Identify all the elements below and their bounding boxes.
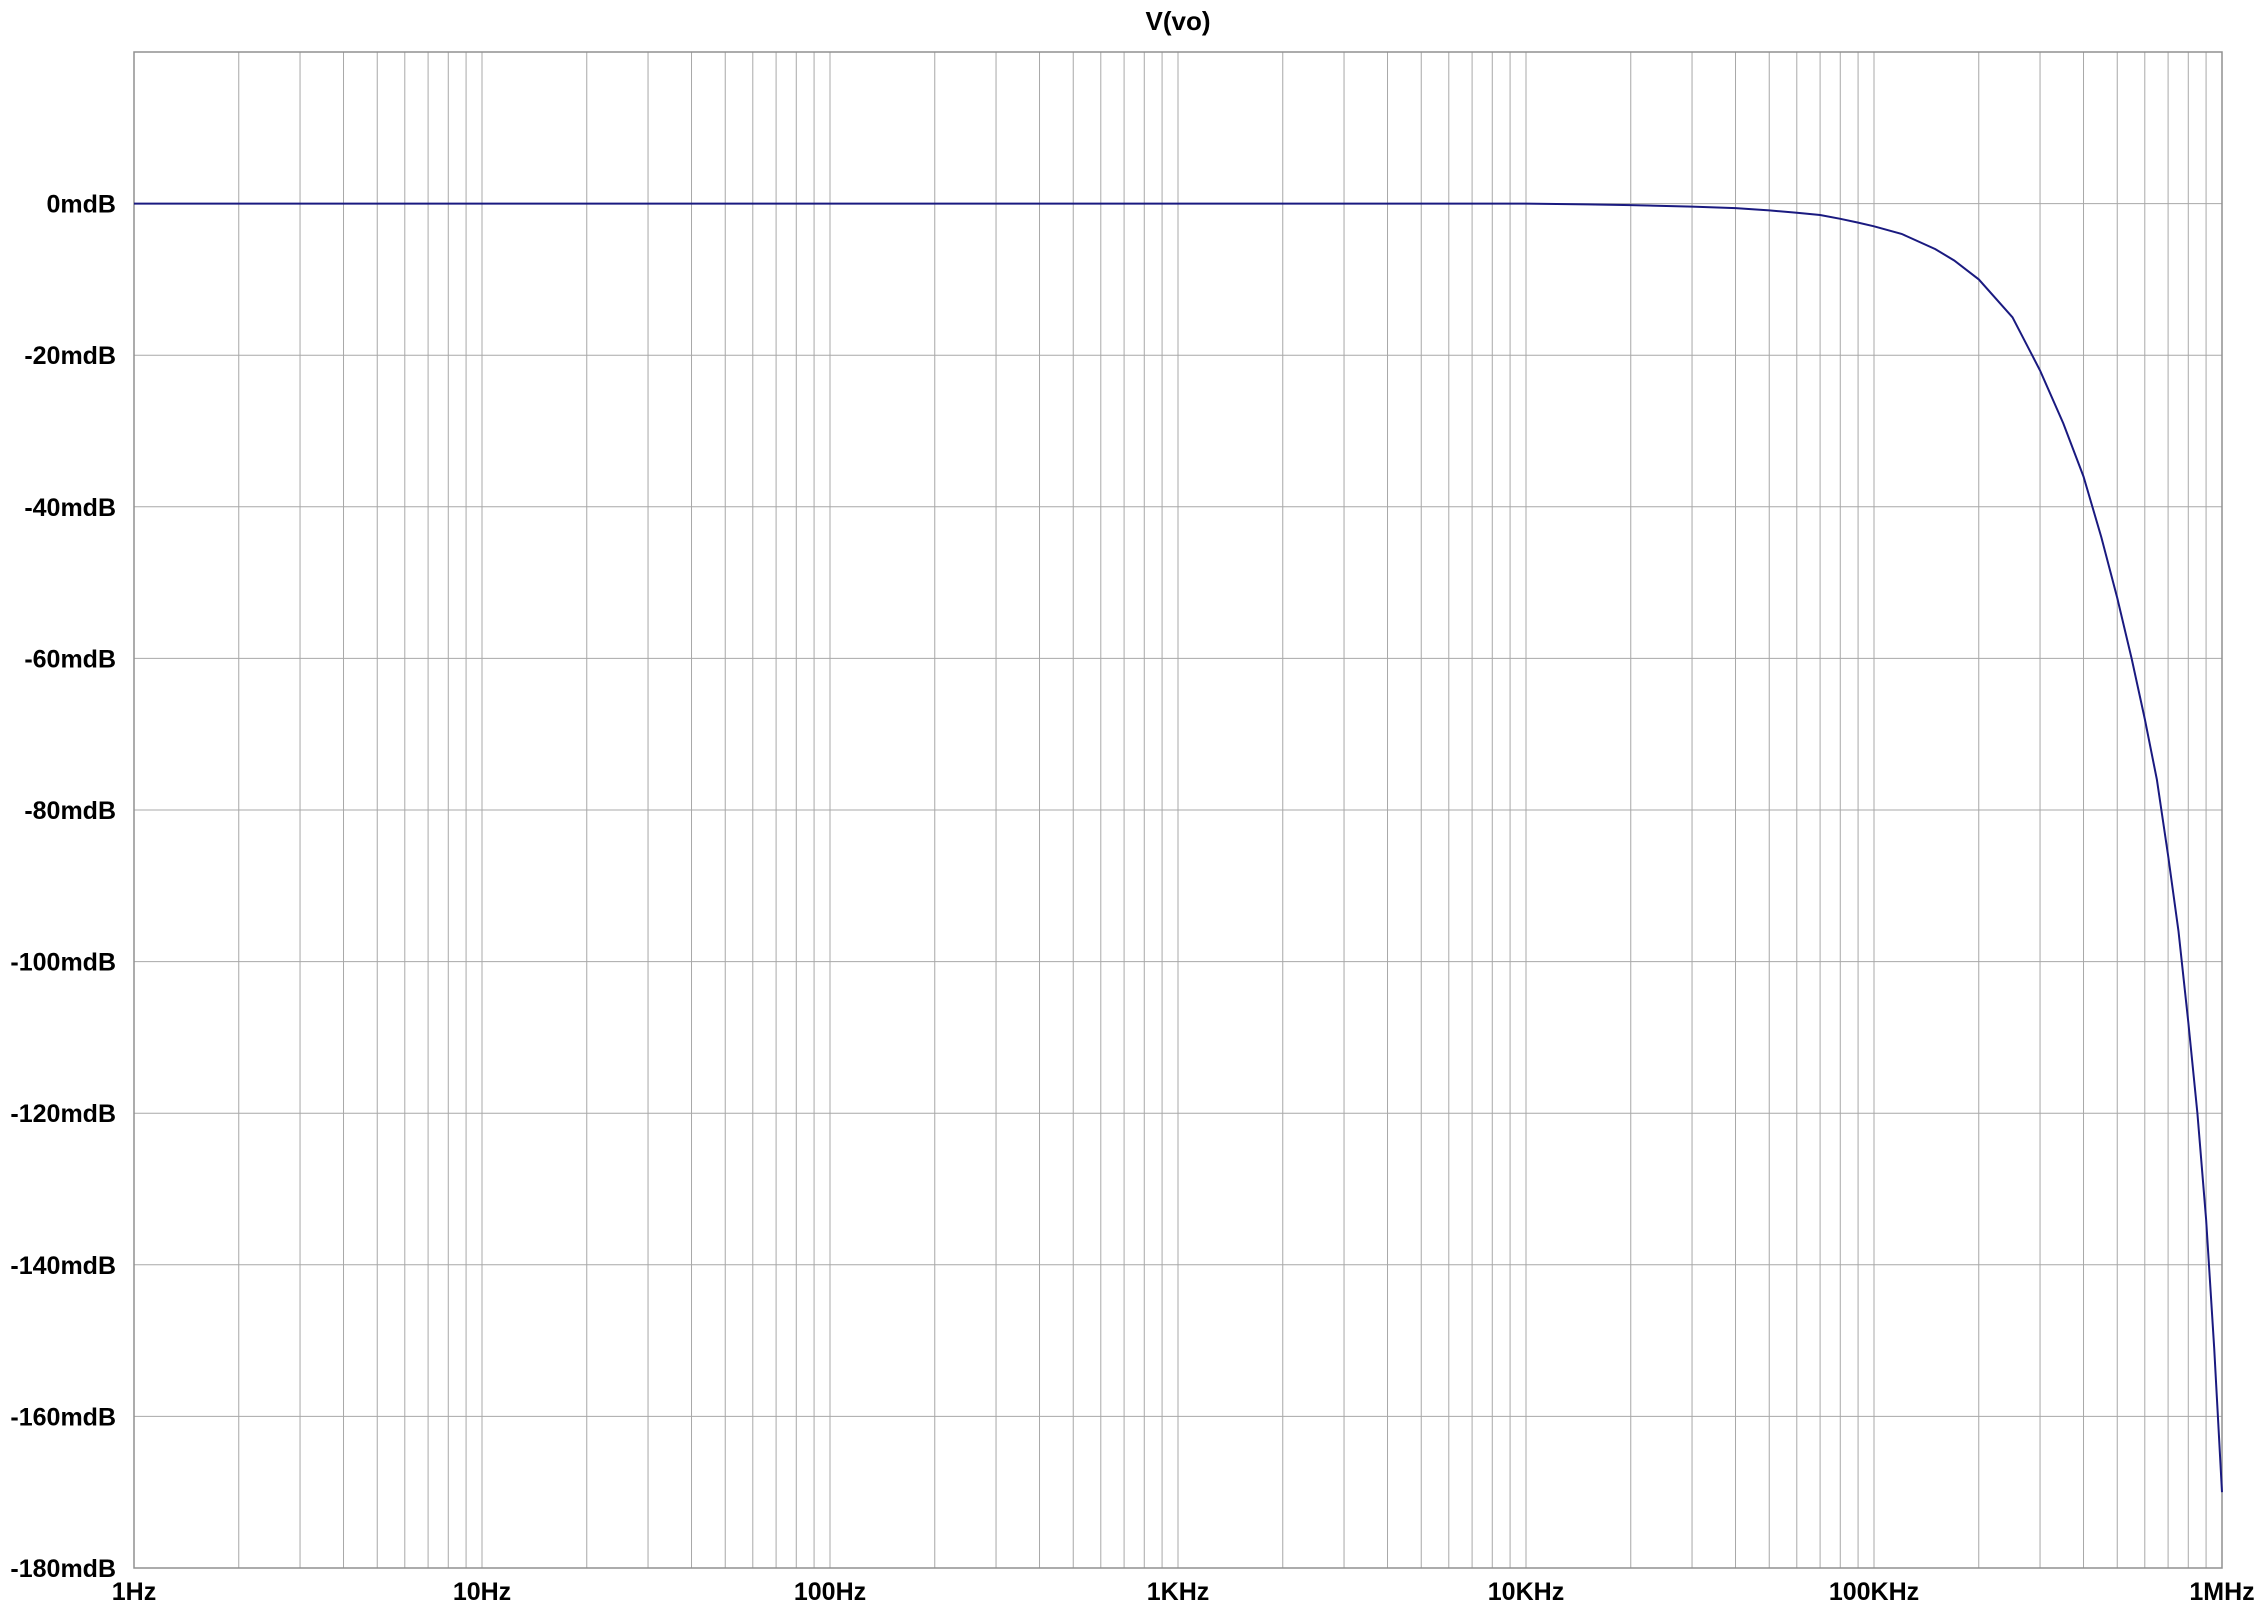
y-tick-label: -120mdB xyxy=(10,1100,116,1128)
x-tick-label: 10KHz xyxy=(1488,1578,1564,1606)
x-tick-label: 100KHz xyxy=(1829,1578,1919,1606)
y-tick-label: -60mdB xyxy=(24,645,116,673)
chart-title: V(vo) xyxy=(1146,6,1211,36)
y-tick-label: -180mdB xyxy=(10,1555,116,1583)
y-tick-label: -140mdB xyxy=(10,1252,116,1280)
y-tick-label: -20mdB xyxy=(24,342,116,370)
grid xyxy=(134,51,2222,1569)
y-tick-label: 0mdB xyxy=(47,191,116,219)
y-tick-label: -100mdB xyxy=(10,949,116,977)
x-tick-label: 1KHz xyxy=(1147,1578,1210,1606)
y-tick-label: -160mdB xyxy=(10,1403,116,1431)
series-layer xyxy=(134,202,2223,1493)
x-tick-label: 1MHz xyxy=(2189,1578,2254,1606)
x-tick-label: 100Hz xyxy=(794,1578,866,1606)
series-line xyxy=(134,202,2223,1493)
x-axis: 1Hz 10Hz 100Hz 1KHz 10KHz 100KHz 1MHz xyxy=(112,1578,2255,1606)
y-axis: 0mdB -20mdB -40mdB -60mdB -80mdB -100mdB -120m… xyxy=(10,191,116,1583)
y-tick-label: -40mdB xyxy=(24,494,116,522)
y-tick-label: -80mdB xyxy=(24,797,116,825)
x-tick-label: 1Hz xyxy=(112,1578,156,1606)
x-tick-label: 10Hz xyxy=(453,1578,511,1606)
plot-frame xyxy=(133,51,2223,1569)
